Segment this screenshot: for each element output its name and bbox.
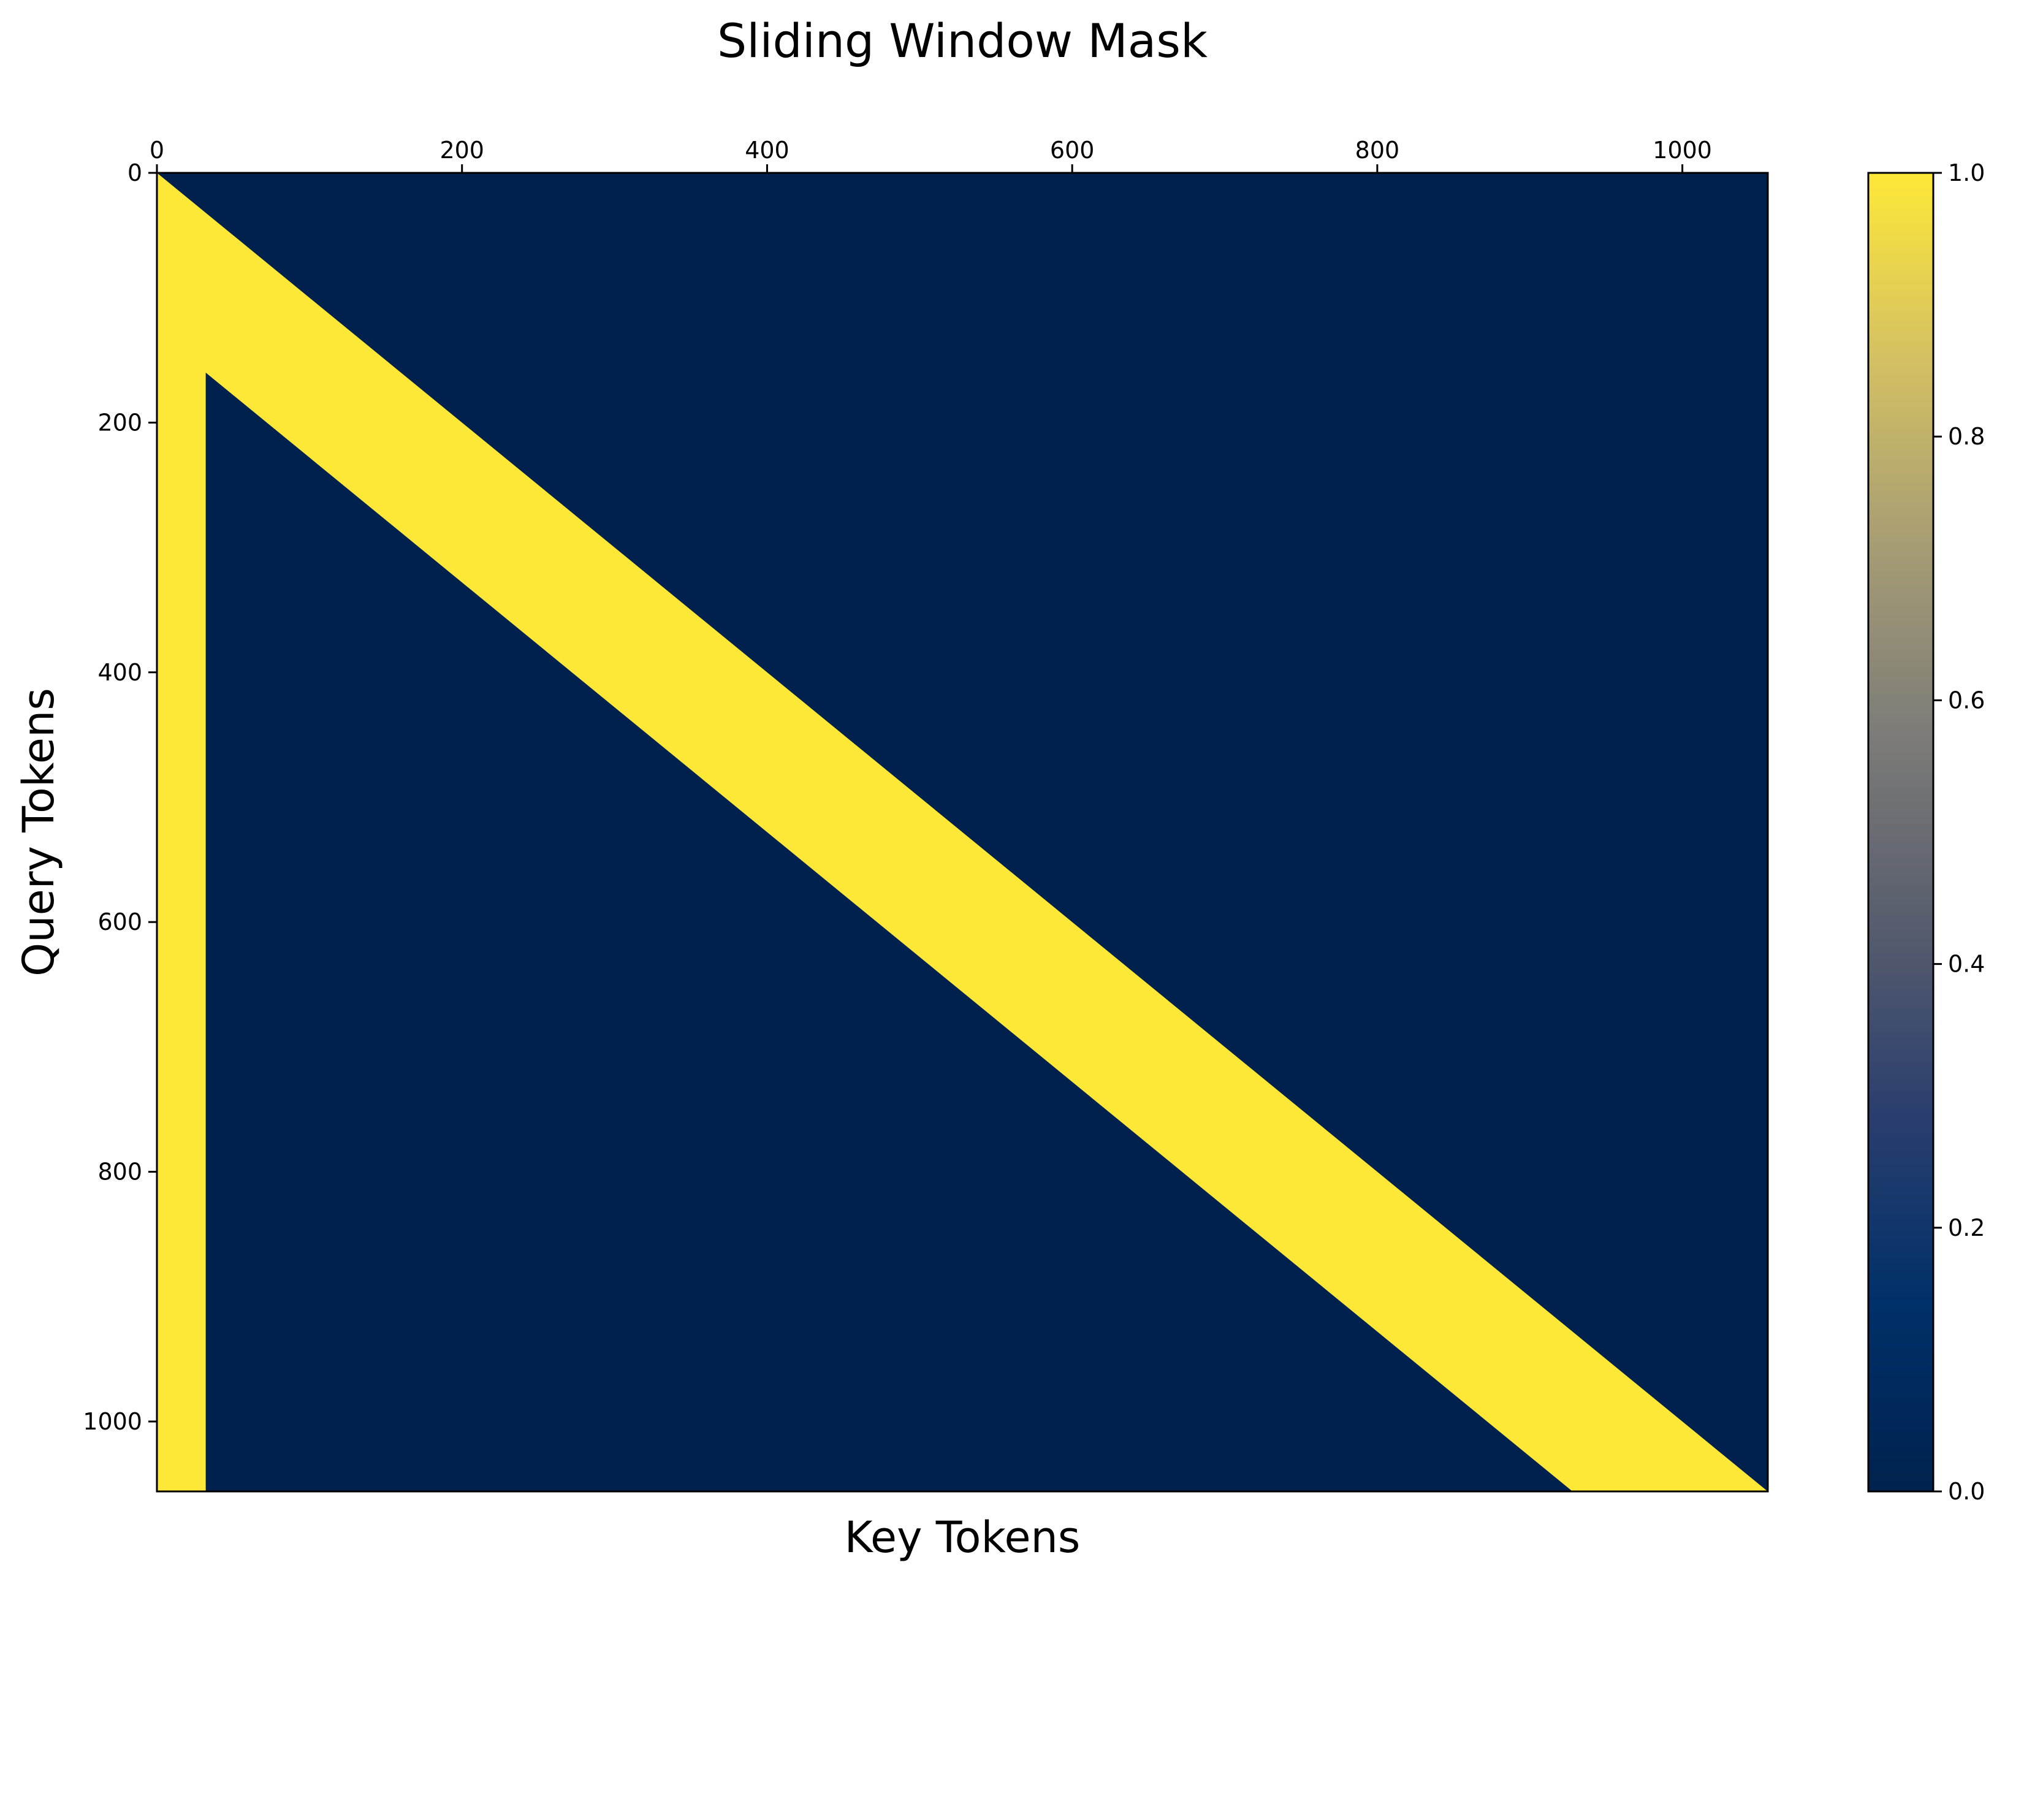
plot-frame [156, 172, 1769, 1493]
y-axis-label: Query Tokens [13, 688, 64, 977]
heatmap-attended-region [157, 173, 1768, 1491]
y-tick-label: 200 [97, 409, 142, 436]
x-tick-label: 800 [1355, 137, 1400, 164]
y-tick-label: 0 [127, 159, 142, 186]
chart-title: Sliding Window Mask [717, 13, 1208, 68]
colorbar-tick-label: 0.0 [1948, 1478, 1985, 1505]
y-tick-label: 600 [97, 908, 142, 935]
x-axis-ticks: 0 200 400 600 800 1000 [150, 137, 1712, 173]
y-tick-label: 400 [97, 659, 142, 686]
colorbar-tick-label: 0.4 [1948, 951, 1985, 978]
colorbar: 0.0 0.2 0.4 0.6 0.8 1.0 [1867, 159, 1985, 1505]
plot-area [156, 172, 1769, 1493]
colorbar-gradient [1867, 172, 1935, 1493]
x-tick-label: 400 [745, 137, 789, 164]
x-tick-label: 1000 [1653, 137, 1712, 164]
x-axis-label: Key Tokens [845, 1512, 1081, 1563]
colorbar-tick-label: 0.8 [1948, 423, 1985, 450]
x-tick-label: 0 [150, 137, 164, 164]
colorbar-tick-label: 1.0 [1948, 159, 1985, 186]
x-tick-label: 600 [1050, 137, 1095, 164]
y-tick-label: 800 [97, 1159, 142, 1186]
colorbar-tick-label: 0.2 [1948, 1214, 1985, 1241]
y-tick-label: 1000 [83, 1408, 142, 1435]
colorbar-tick-label: 0.6 [1948, 687, 1985, 714]
y-axis-ticks: 0 200 400 600 800 1000 [83, 159, 157, 1435]
x-tick-label: 200 [439, 137, 484, 164]
